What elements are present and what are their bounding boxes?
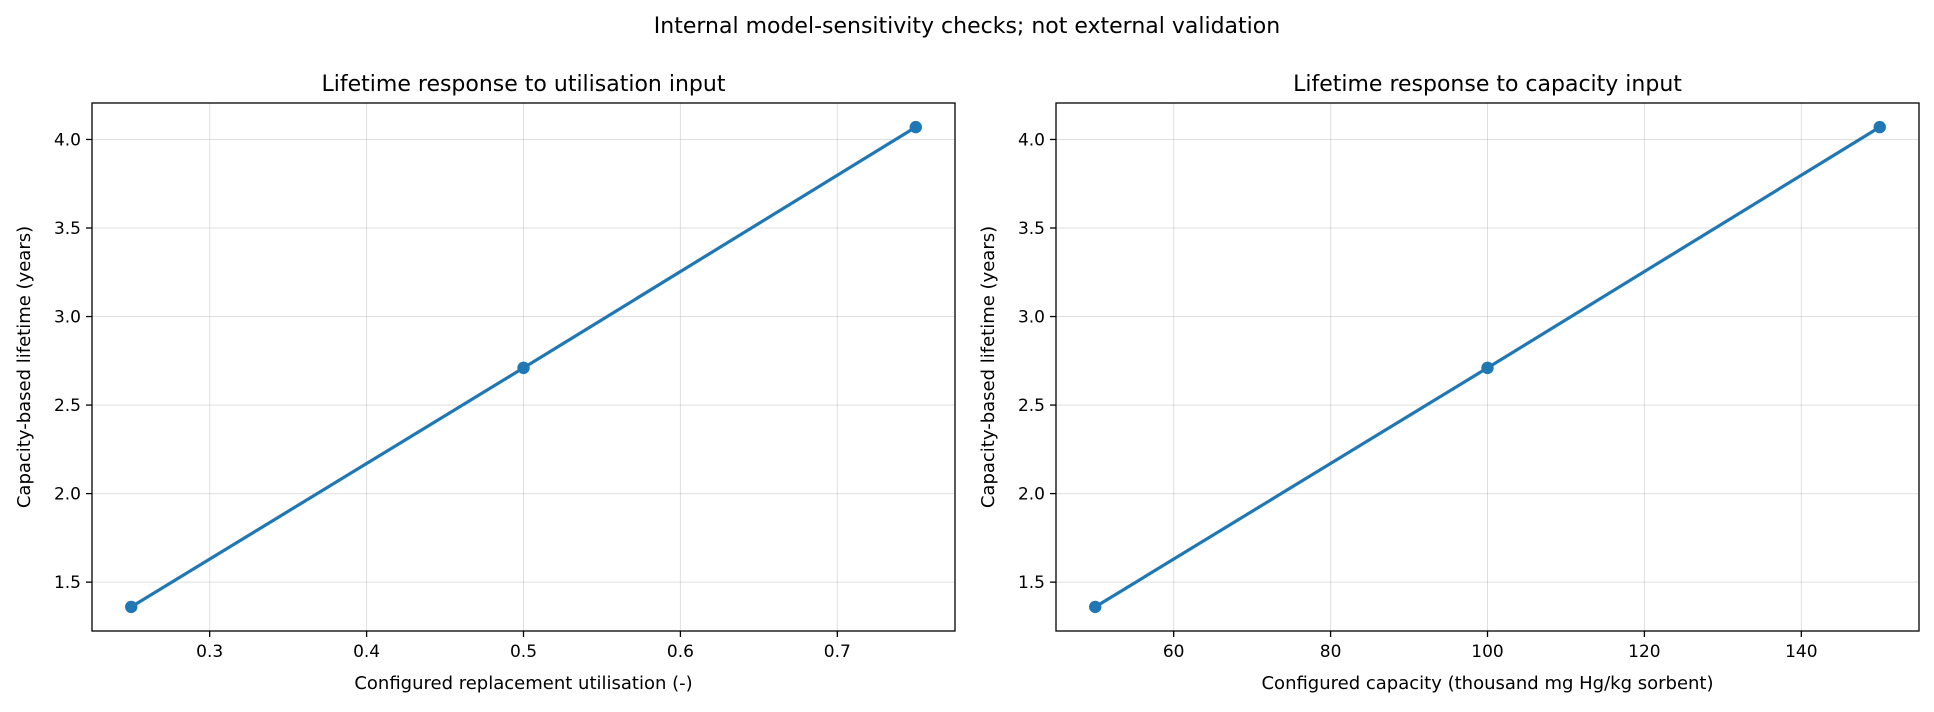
utilisation-data-point <box>909 120 922 134</box>
capacity-x-tick-label: 60 <box>1163 642 1185 662</box>
capacity-x-tick-label: 120 <box>1628 642 1660 662</box>
capacity-y-tick-label: 2.0 <box>1018 485 1045 505</box>
utilisation-y-axis-label: Capacity-based lifetime (years) <box>14 226 35 508</box>
capacity-y-tick-label: 1.5 <box>1018 573 1045 593</box>
utilisation-x-tick-label: 0.3 <box>196 642 223 662</box>
utilisation-y-tick-label: 2.5 <box>54 396 81 416</box>
capacity-y-tick-label: 2.5 <box>1018 396 1045 416</box>
capacity-data-point <box>1089 600 1102 614</box>
capacity-y-tick-label: 3.0 <box>1018 308 1045 328</box>
capacity-x-axis-label: Configured capacity (thousand mg Hg/kg s… <box>1261 673 1713 694</box>
utilisation-y-tick-label: 3.0 <box>54 308 81 328</box>
capacity-y-tick-label: 4.0 <box>1018 130 1045 150</box>
panel-capacity: 60 80 100 120 140 1.5 2.0 2.5 3.0 3.5 4.0 Lifetime … <box>978 72 1920 694</box>
utilisation-y-tick-label: 1.5 <box>54 573 81 593</box>
utilisation-x-tick-label: 0.4 <box>353 642 380 662</box>
utilisation-data-point <box>517 361 530 375</box>
capacity-panel-title: Lifetime response to capacity input <box>1293 72 1682 97</box>
capacity-x-tick-label: 100 <box>1471 642 1503 662</box>
utilisation-panel-title: Lifetime response to utilisation input <box>322 72 726 97</box>
utilisation-data-point <box>125 600 138 614</box>
utilisation-y-tick-label: 3.5 <box>54 219 81 239</box>
capacity-y-tick-label: 3.5 <box>1018 219 1045 239</box>
capacity-y-axis-label: Capacity-based lifetime (years) <box>978 226 999 508</box>
figure-suptitle: Internal model-sensitivity checks; not e… <box>654 14 1280 39</box>
utilisation-y-tick-label: 2.0 <box>54 485 81 505</box>
utilisation-x-tick-label: 0.5 <box>510 642 537 662</box>
panel-utilisation: 0.3 0.4 0.5 0.6 0.7 1.5 2.0 2.5 3.0 3.5 4.0 Lifetim… <box>14 72 956 694</box>
utilisation-y-tick-label: 4.0 <box>54 130 81 150</box>
capacity-data-point <box>1481 361 1494 375</box>
utilisation-x-tick-label: 0.7 <box>824 642 851 662</box>
capacity-x-tick-label: 140 <box>1785 642 1817 662</box>
capacity-data-point <box>1873 120 1886 134</box>
utilisation-x-tick-label: 0.6 <box>667 642 694 662</box>
utilisation-x-axis-label: Configured replacement utilisation (-) <box>354 673 692 694</box>
capacity-x-tick-label: 80 <box>1320 642 1342 662</box>
